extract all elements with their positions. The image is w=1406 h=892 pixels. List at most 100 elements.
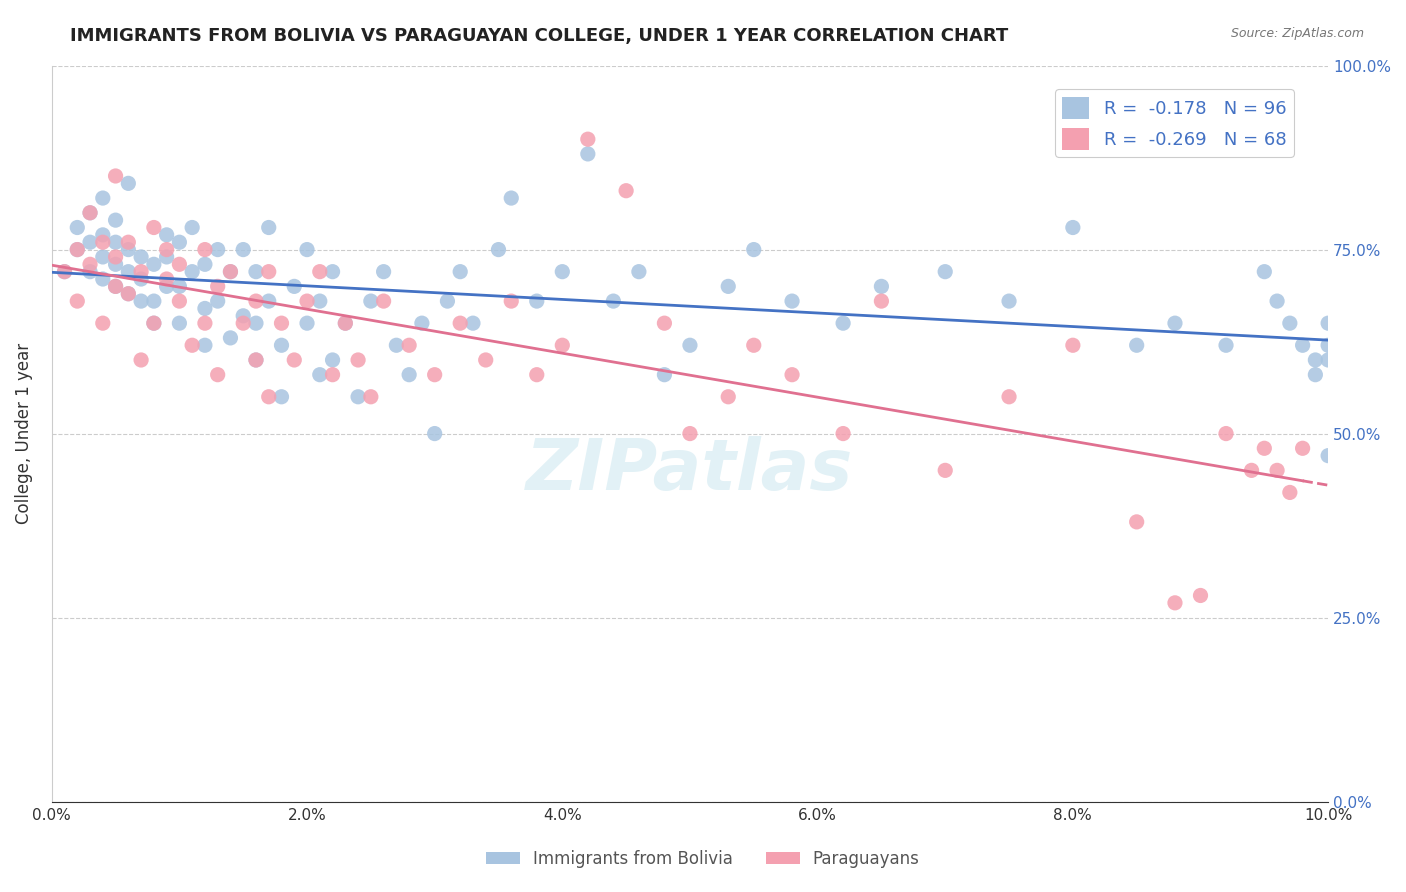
Point (194, 243, 217, 257)
Point (551, 265, 574, 279)
Point (1317, 353, 1340, 368)
Point (501, 294, 523, 309)
Point (1125, 515, 1147, 529)
Point (169, 294, 191, 309)
Point (934, 265, 956, 279)
Point (104, 257, 127, 271)
Point (1291, 338, 1313, 352)
Point (717, 279, 740, 293)
Point (194, 316, 217, 330)
Point (347, 390, 370, 404)
Point (373, 294, 395, 309)
Point (501, 191, 523, 205)
Point (156, 279, 179, 293)
Point (742, 243, 765, 257)
Point (270, 390, 292, 404)
Point (717, 390, 740, 404)
Point (66, 294, 89, 309)
Point (1240, 463, 1263, 477)
Point (1317, 449, 1340, 463)
Point (91, 227, 114, 242)
Point (142, 294, 165, 309)
Point (194, 338, 217, 352)
Point (91, 250, 114, 264)
Point (602, 294, 624, 309)
Point (219, 265, 242, 279)
Point (1305, 368, 1327, 382)
Point (129, 353, 152, 368)
Point (169, 235, 191, 250)
Point (129, 294, 152, 309)
Point (169, 279, 191, 293)
Point (79, 257, 101, 271)
Point (181, 220, 204, 235)
Point (79, 206, 101, 220)
Point (129, 250, 152, 264)
Legend: R =  -0.178   N = 96, R =  -0.269   N = 68: R = -0.178 N = 96, R = -0.269 N = 68 (1054, 89, 1294, 157)
Text: IMMIGRANTS FROM BOLIVIA VS PARAGUAYAN COLLEGE, UNDER 1 YEAR CORRELATION CHART: IMMIGRANTS FROM BOLIVIA VS PARAGUAYAN CO… (70, 27, 1008, 45)
Point (104, 279, 127, 293)
Point (142, 316, 165, 330)
Point (1317, 316, 1340, 330)
Point (832, 316, 855, 330)
Point (526, 294, 548, 309)
Point (335, 316, 357, 330)
Point (194, 301, 217, 316)
Point (1253, 265, 1275, 279)
Point (1305, 353, 1327, 368)
Point (257, 294, 280, 309)
Point (1215, 426, 1237, 441)
Point (117, 243, 139, 257)
Point (449, 265, 471, 279)
Point (156, 227, 179, 242)
Point (1265, 294, 1288, 309)
Point (780, 294, 803, 309)
Text: ZIPatlas: ZIPatlas (526, 436, 853, 505)
Point (207, 368, 229, 382)
Point (1278, 485, 1301, 500)
Point (1164, 316, 1187, 330)
Point (308, 294, 330, 309)
Point (232, 316, 254, 330)
Point (1317, 338, 1340, 352)
Point (91, 272, 114, 286)
Point (1291, 442, 1313, 456)
Point (322, 353, 344, 368)
Point (156, 250, 179, 264)
Point (1062, 338, 1084, 352)
Point (295, 294, 318, 309)
Point (66, 243, 89, 257)
Point (870, 279, 893, 293)
Point (832, 426, 855, 441)
Point (526, 368, 548, 382)
Point (411, 316, 433, 330)
Point (870, 294, 893, 309)
Point (181, 265, 204, 279)
Point (169, 316, 191, 330)
Point (373, 265, 395, 279)
Point (679, 426, 702, 441)
Point (998, 294, 1021, 309)
Point (91, 235, 114, 250)
Point (117, 286, 139, 301)
Point (66, 220, 89, 235)
Point (934, 463, 956, 477)
Point (398, 368, 420, 382)
Point (308, 265, 330, 279)
Point (207, 294, 229, 309)
Point (322, 265, 344, 279)
Point (295, 316, 318, 330)
Point (142, 220, 165, 235)
Point (474, 353, 496, 368)
Point (53, 265, 76, 279)
Point (1215, 338, 1237, 352)
Point (347, 353, 370, 368)
Point (270, 338, 292, 352)
Point (79, 265, 101, 279)
Point (461, 316, 484, 330)
Point (780, 368, 803, 382)
Point (91, 191, 114, 205)
Point (998, 390, 1021, 404)
Point (1189, 589, 1212, 603)
Point (449, 316, 471, 330)
